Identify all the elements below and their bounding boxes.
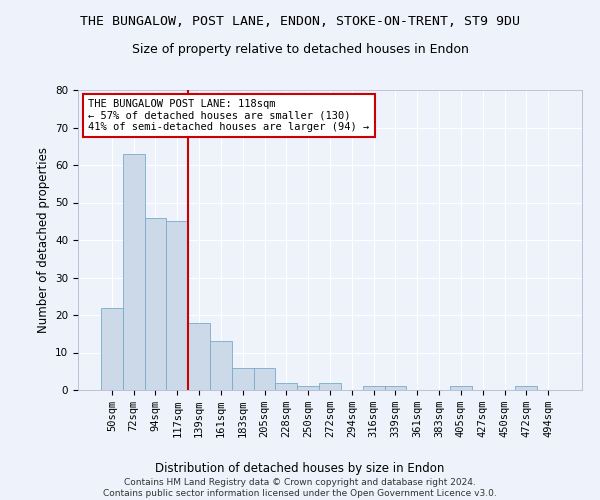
Bar — [254, 368, 275, 390]
Bar — [450, 386, 472, 390]
Text: Contains HM Land Registry data © Crown copyright and database right 2024.
Contai: Contains HM Land Registry data © Crown c… — [103, 478, 497, 498]
Text: Size of property relative to detached houses in Endon: Size of property relative to detached ho… — [131, 42, 469, 56]
Bar — [123, 154, 145, 390]
Bar — [166, 221, 188, 390]
Text: Distribution of detached houses by size in Endon: Distribution of detached houses by size … — [155, 462, 445, 475]
Text: THE BUNGALOW, POST LANE, ENDON, STOKE-ON-TRENT, ST9 9DU: THE BUNGALOW, POST LANE, ENDON, STOKE-ON… — [80, 15, 520, 28]
Bar — [319, 382, 341, 390]
Bar — [101, 308, 123, 390]
Bar — [275, 382, 297, 390]
Bar — [232, 368, 254, 390]
Bar — [210, 341, 232, 390]
Bar — [297, 386, 319, 390]
Y-axis label: Number of detached properties: Number of detached properties — [37, 147, 50, 333]
Bar — [385, 386, 406, 390]
Bar — [515, 386, 537, 390]
Bar — [188, 322, 210, 390]
Bar — [145, 218, 166, 390]
Text: THE BUNGALOW POST LANE: 118sqm
← 57% of detached houses are smaller (130)
41% of: THE BUNGALOW POST LANE: 118sqm ← 57% of … — [88, 99, 370, 132]
Bar — [363, 386, 385, 390]
